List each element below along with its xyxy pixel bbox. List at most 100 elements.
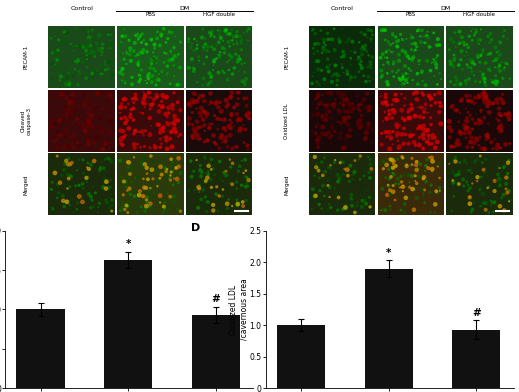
Point: [104, 90, 112, 96]
Point: [226, 94, 235, 100]
Point: [394, 138, 402, 144]
Point: [484, 185, 492, 191]
Point: [353, 122, 361, 129]
Point: [495, 61, 503, 67]
Point: [104, 155, 112, 162]
Point: [128, 81, 136, 87]
Point: [449, 179, 458, 185]
Point: [421, 105, 430, 112]
Point: [80, 46, 89, 52]
Point: [240, 30, 248, 36]
Point: [166, 136, 174, 142]
Point: [230, 33, 238, 39]
Point: [61, 160, 70, 166]
Point: [313, 48, 322, 54]
Point: [58, 172, 66, 179]
Point: [427, 95, 435, 102]
Point: [209, 207, 217, 214]
Point: [349, 176, 357, 182]
Point: [139, 176, 147, 182]
Point: [149, 49, 157, 56]
Point: [165, 121, 173, 127]
Point: [358, 51, 366, 58]
Point: [336, 130, 345, 136]
Point: [348, 109, 356, 115]
Point: [87, 196, 95, 202]
Point: [418, 27, 426, 33]
Point: [378, 27, 386, 33]
Point: [193, 98, 201, 105]
Point: [205, 80, 213, 87]
Point: [125, 36, 133, 43]
Point: [170, 121, 179, 127]
Point: [195, 110, 203, 116]
Point: [137, 49, 145, 56]
Point: [102, 65, 110, 72]
Point: [485, 109, 493, 115]
Point: [141, 78, 149, 84]
Point: [475, 142, 483, 148]
Point: [122, 50, 131, 56]
Point: [432, 163, 441, 169]
Point: [162, 94, 171, 100]
Point: [85, 107, 93, 113]
Point: [202, 178, 210, 184]
Point: [202, 198, 210, 205]
Point: [207, 79, 215, 85]
Point: [337, 109, 345, 115]
Point: [392, 97, 401, 103]
Point: [319, 47, 327, 53]
Point: [194, 184, 202, 190]
Text: PBS: PBS: [406, 12, 416, 17]
Point: [348, 38, 357, 45]
Point: [92, 104, 100, 111]
Point: [465, 186, 473, 192]
Point: [185, 101, 193, 107]
Point: [106, 177, 115, 183]
Point: [146, 106, 154, 112]
Point: [123, 187, 131, 194]
Point: [477, 145, 486, 152]
Point: [242, 167, 250, 174]
Point: [167, 48, 175, 54]
Point: [408, 77, 417, 83]
Point: [387, 134, 395, 140]
Point: [455, 181, 463, 187]
Point: [203, 137, 212, 143]
Point: [452, 158, 460, 165]
Point: [219, 37, 227, 44]
Point: [452, 172, 460, 178]
Point: [162, 134, 171, 140]
Point: [156, 129, 165, 136]
Point: [498, 97, 507, 103]
Point: [318, 92, 326, 98]
Point: [174, 163, 183, 170]
Point: [147, 153, 155, 159]
Point: [489, 79, 497, 85]
Point: [225, 180, 234, 186]
Point: [506, 76, 514, 82]
Point: [168, 29, 176, 36]
Point: [420, 128, 429, 134]
Point: [143, 194, 152, 200]
Point: [468, 60, 476, 66]
Point: [367, 65, 375, 71]
Point: [448, 102, 457, 109]
Point: [490, 80, 498, 86]
Point: [138, 129, 146, 135]
Point: [459, 176, 467, 183]
Point: [314, 66, 322, 73]
Point: [498, 59, 506, 65]
Point: [342, 202, 350, 209]
Point: [221, 28, 229, 34]
Point: [398, 91, 406, 97]
Point: [393, 44, 401, 50]
Point: [493, 97, 501, 103]
Point: [395, 144, 404, 150]
Point: [357, 29, 365, 36]
Point: [485, 100, 494, 106]
Point: [224, 31, 232, 37]
Point: [452, 143, 460, 149]
Point: [408, 155, 416, 162]
Point: [67, 136, 76, 142]
